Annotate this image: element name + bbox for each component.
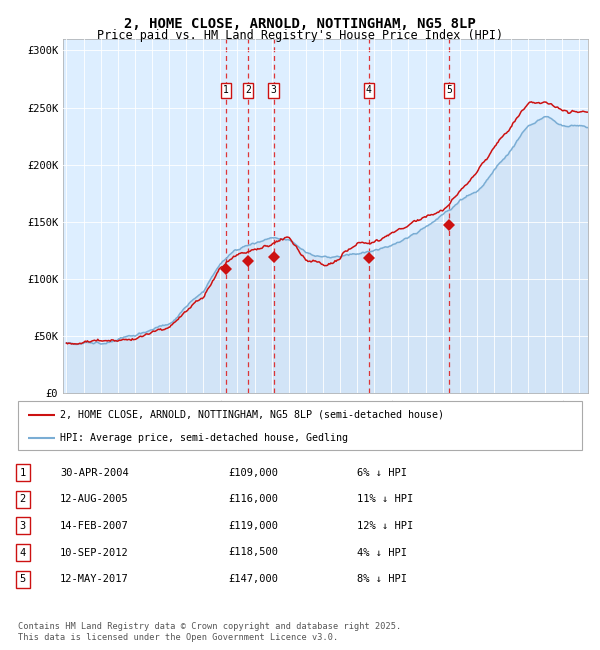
Text: 4: 4	[366, 85, 372, 96]
Text: 2: 2	[20, 494, 26, 504]
Text: £147,000: £147,000	[228, 574, 278, 584]
Text: £119,000: £119,000	[228, 521, 278, 531]
Text: 30-APR-2004: 30-APR-2004	[60, 467, 129, 478]
Text: £116,000: £116,000	[228, 494, 278, 504]
Text: 5: 5	[446, 85, 452, 96]
Text: 2, HOME CLOSE, ARNOLD, NOTTINGHAM, NG5 8LP: 2, HOME CLOSE, ARNOLD, NOTTINGHAM, NG5 8…	[124, 17, 476, 31]
Text: 6% ↓ HPI: 6% ↓ HPI	[357, 467, 407, 478]
Text: 4% ↓ HPI: 4% ↓ HPI	[357, 547, 407, 558]
Text: £109,000: £109,000	[228, 467, 278, 478]
Text: 12-MAY-2017: 12-MAY-2017	[60, 574, 129, 584]
Text: Price paid vs. HM Land Registry's House Price Index (HPI): Price paid vs. HM Land Registry's House …	[97, 29, 503, 42]
Text: 2: 2	[245, 85, 251, 96]
Text: 14-FEB-2007: 14-FEB-2007	[60, 521, 129, 531]
Text: £118,500: £118,500	[228, 547, 278, 558]
Text: Contains HM Land Registry data © Crown copyright and database right 2025.
This d: Contains HM Land Registry data © Crown c…	[18, 622, 401, 642]
Text: 3: 3	[271, 85, 277, 96]
Text: 12-AUG-2005: 12-AUG-2005	[60, 494, 129, 504]
Text: 3: 3	[20, 521, 26, 531]
Text: 10-SEP-2012: 10-SEP-2012	[60, 547, 129, 558]
Text: 12% ↓ HPI: 12% ↓ HPI	[357, 521, 413, 531]
Text: 4: 4	[20, 547, 26, 558]
Text: HPI: Average price, semi-detached house, Gedling: HPI: Average price, semi-detached house,…	[60, 433, 348, 443]
Text: 8% ↓ HPI: 8% ↓ HPI	[357, 574, 407, 584]
FancyBboxPatch shape	[18, 401, 582, 450]
Text: 1: 1	[223, 85, 229, 96]
Text: 1: 1	[20, 467, 26, 478]
Text: 5: 5	[20, 574, 26, 584]
Text: 11% ↓ HPI: 11% ↓ HPI	[357, 494, 413, 504]
Text: 2, HOME CLOSE, ARNOLD, NOTTINGHAM, NG5 8LP (semi-detached house): 2, HOME CLOSE, ARNOLD, NOTTINGHAM, NG5 8…	[60, 410, 444, 420]
